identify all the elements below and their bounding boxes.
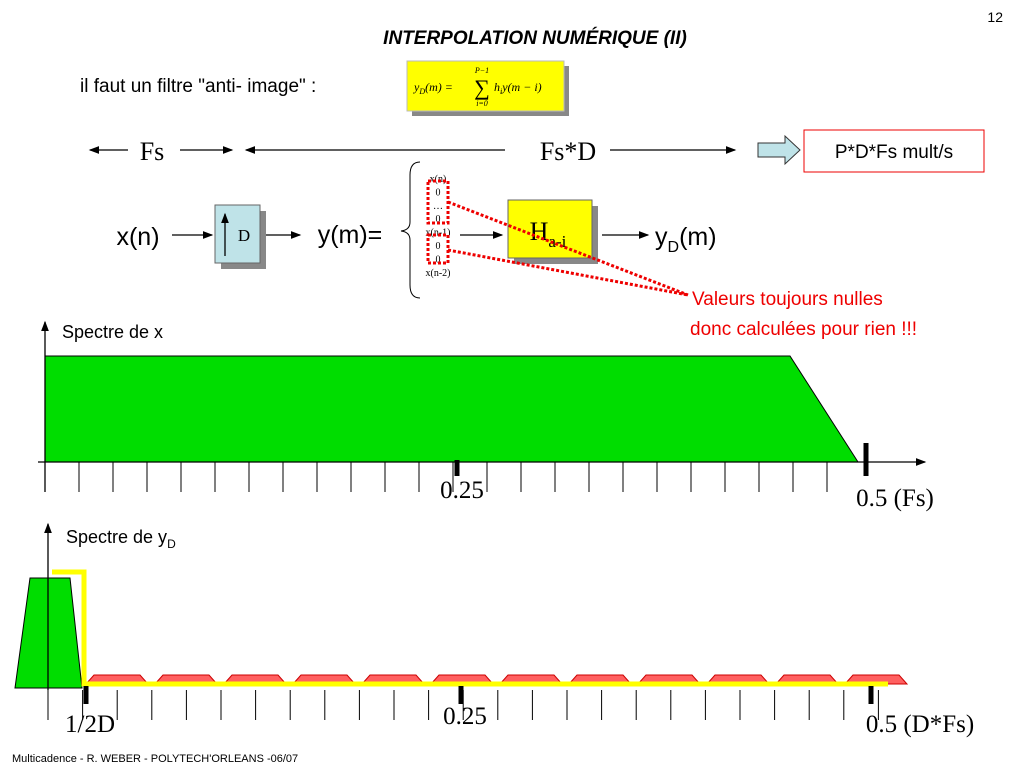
spectrum-x-label: Spectre de x bbox=[62, 322, 163, 342]
t: i bbox=[500, 87, 502, 96]
formula-rhs: hiy(m − i) bbox=[494, 80, 542, 96]
tick-label: 0.5 (D*Fs) bbox=[866, 711, 974, 738]
formula-lhs: yD(m) = bbox=[413, 80, 453, 96]
result-box bbox=[803, 129, 985, 173]
filter-box bbox=[507, 199, 593, 259]
rate-middle: Fs*D bbox=[540, 137, 596, 166]
filter-response bbox=[52, 569, 888, 687]
t: (m) bbox=[679, 223, 716, 251]
formula-box bbox=[406, 60, 565, 112]
title: INTERPOLATION NUMÉRIQUE (II) bbox=[383, 27, 687, 49]
t: h bbox=[494, 80, 500, 94]
tick-label: 0.25 bbox=[443, 703, 487, 730]
tick-label: 0.5 (Fs) bbox=[856, 485, 934, 512]
sequence-item: 0 bbox=[436, 214, 441, 225]
rate-result: P*D*Fs mult/s bbox=[835, 142, 953, 163]
t: (m) = bbox=[425, 80, 453, 94]
formula: yD(m) = P−1 ∑ i=0 hiy(m − i) bbox=[413, 66, 542, 108]
upsampled: y(m)= bbox=[318, 221, 383, 249]
spectrum-y-label: Spectre de yD bbox=[66, 527, 176, 551]
sequence-item: 0 bbox=[436, 241, 441, 252]
t: H bbox=[530, 217, 549, 246]
ticks bbox=[47, 690, 879, 720]
tick-label: 0.25 bbox=[440, 477, 484, 504]
t: D bbox=[668, 239, 680, 256]
annotation: Valeurs toujours nulles bbox=[692, 289, 883, 310]
output: yD(m) bbox=[655, 223, 717, 256]
rate-left: Fs bbox=[140, 137, 165, 166]
block-arrow bbox=[757, 134, 801, 166]
pointer bbox=[447, 200, 689, 297]
sequence-item: x(n-1) bbox=[426, 228, 451, 239]
sequence-item: 0 bbox=[436, 187, 441, 198]
zero-highlights bbox=[426, 179, 689, 297]
annotation: donc calculées pour rien !!! bbox=[690, 319, 917, 340]
ticks bbox=[44, 462, 828, 492]
footer: Multicadence - R. WEBER - POLYTECH'ORLEA… bbox=[12, 753, 298, 765]
intro: il faut un filtre "anti- image" : bbox=[80, 76, 316, 97]
brace bbox=[400, 161, 421, 299]
sum-sign: ∑ bbox=[474, 75, 490, 100]
sum-bottom: i=0 bbox=[476, 99, 488, 108]
page-number: 12 bbox=[987, 9, 1003, 25]
sequence-item: … bbox=[433, 201, 443, 212]
sum-top: P−1 bbox=[474, 66, 489, 75]
upsampler: D bbox=[238, 226, 250, 245]
spectrum-x-band bbox=[44, 355, 859, 463]
t: y bbox=[655, 223, 668, 251]
t: y bbox=[413, 80, 420, 94]
tick-label: 1/2D bbox=[65, 711, 115, 738]
t: D bbox=[418, 87, 425, 96]
highlight bbox=[426, 233, 450, 265]
sequence-item: x(n-2) bbox=[426, 268, 451, 279]
input: x(n) bbox=[116, 223, 159, 251]
t: D bbox=[167, 537, 176, 551]
t: Spectre de y bbox=[66, 527, 167, 547]
t: y(m − i) bbox=[501, 80, 541, 94]
pointer bbox=[447, 248, 689, 297]
sequence-item: 0 bbox=[436, 254, 441, 265]
